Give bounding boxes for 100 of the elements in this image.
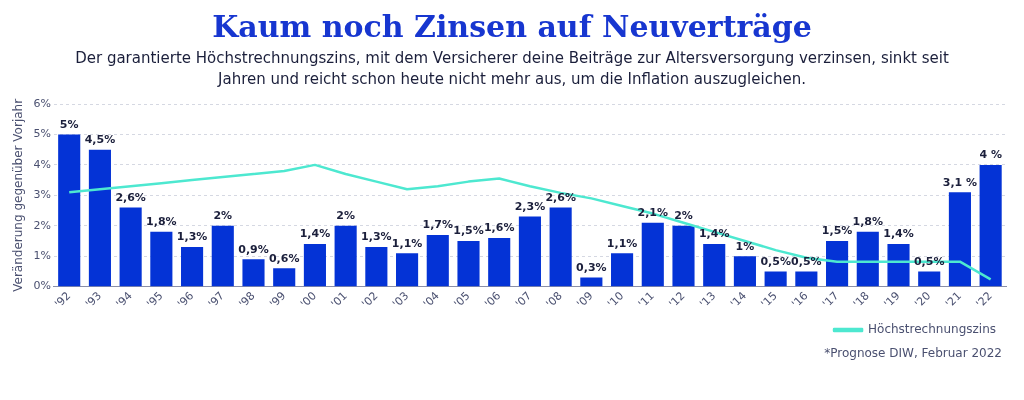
data-label: 1,8% bbox=[852, 215, 884, 229]
text: *Prognose DIW, Februar 2022 bbox=[823, 346, 1003, 360]
x-tick-label: '00 bbox=[297, 289, 320, 311]
bar bbox=[58, 134, 81, 287]
chart-title: Kaum noch Zinsen auf Neuverträge bbox=[211, 8, 813, 46]
bar bbox=[181, 247, 204, 287]
bar bbox=[979, 164, 1002, 287]
x-tick-label: '05 bbox=[451, 289, 473, 311]
x-tick-label: '11 bbox=[635, 289, 657, 311]
bar bbox=[733, 256, 756, 287]
bar bbox=[856, 231, 879, 287]
x-tick-label: '19 bbox=[881, 289, 903, 311]
y-tick-label: 4% bbox=[33, 157, 51, 171]
data-label: 4,5% bbox=[84, 133, 116, 147]
data-label: 1,5% bbox=[453, 224, 484, 238]
data-label: 3,1 % bbox=[942, 175, 978, 189]
data-label: 2,6% bbox=[115, 190, 146, 204]
bar bbox=[672, 225, 695, 287]
data-label: 1,3% bbox=[361, 230, 392, 244]
data-label: 1,6% bbox=[483, 221, 515, 235]
bar bbox=[273, 268, 296, 287]
x-tick-label: '07 bbox=[512, 289, 535, 311]
x-tick-label: '09 bbox=[574, 289, 596, 311]
x-tick-label: '15 bbox=[758, 289, 780, 311]
bar bbox=[150, 231, 173, 287]
bar bbox=[703, 244, 726, 287]
y-tick-label: 3% bbox=[33, 188, 51, 202]
data-label: 1,5% bbox=[821, 224, 853, 238]
bar bbox=[242, 259, 265, 287]
data-label: 0,6% bbox=[268, 251, 300, 265]
data-label: 0,3% bbox=[576, 260, 607, 274]
data-label: 4 % bbox=[979, 148, 1002, 162]
x-tick-label: '14 bbox=[727, 289, 750, 311]
y-tick-label: 2% bbox=[33, 218, 51, 232]
data-label: 1,1% bbox=[606, 236, 638, 250]
bar bbox=[396, 253, 419, 287]
x-tick-label: '98 bbox=[236, 289, 258, 311]
bar bbox=[948, 192, 971, 287]
data-label: 0,9% bbox=[238, 242, 269, 256]
x-tick-label: '16 bbox=[789, 289, 811, 311]
data-label: 1,7% bbox=[422, 218, 454, 232]
bar bbox=[518, 216, 541, 287]
legend-label: Höchstrechnungszins bbox=[868, 322, 997, 337]
bar bbox=[488, 237, 511, 287]
data-label: 1,4% bbox=[883, 227, 914, 241]
bar bbox=[334, 225, 357, 287]
data-label: 1,3% bbox=[176, 230, 208, 244]
data-label: 2% bbox=[674, 209, 693, 223]
bar bbox=[611, 253, 634, 287]
y-tick-label: 0% bbox=[33, 279, 51, 293]
data-label: 2,3% bbox=[514, 199, 546, 213]
bar bbox=[641, 222, 664, 287]
bar bbox=[365, 247, 388, 287]
y-axis-title: Veränderung gegenüber Vorjahr bbox=[11, 98, 26, 292]
x-tick-label: '96 bbox=[174, 289, 197, 311]
chart-subtitle: Der garantierte Höchstrechnungszins, mit dem Versicherer deine Beiträge zur Altersversorgung verzinsen, sinkt seit Jahren und reicht schon heute nicht mehr aus, um die Inflation auszugleichen. bbox=[74, 48, 950, 90]
data-label: 2% bbox=[336, 209, 355, 223]
x-tick-label: '12 bbox=[666, 289, 688, 311]
x-tick-label: '02 bbox=[359, 289, 381, 311]
x-tick-label: '22 bbox=[973, 289, 995, 311]
x-tick-label: '20 bbox=[912, 289, 934, 311]
bar bbox=[119, 207, 142, 287]
x-tick-label: '21 bbox=[942, 289, 965, 311]
bar bbox=[918, 271, 941, 287]
x-tick-label: '97 bbox=[205, 289, 227, 311]
x-tick-label: '99 bbox=[267, 289, 289, 311]
data-label: 1,8% bbox=[146, 215, 177, 229]
data-label: 5% bbox=[59, 117, 79, 131]
data-label: 1% bbox=[735, 239, 755, 253]
x-tick-label: '18 bbox=[850, 289, 872, 311]
x-tick-label: '01 bbox=[328, 289, 350, 311]
x-tick-label: '93 bbox=[82, 289, 105, 311]
x-tick-label: '92 bbox=[52, 289, 74, 311]
data-label: 2,6% bbox=[545, 190, 576, 204]
bar bbox=[580, 277, 603, 287]
x-tick-label: '06 bbox=[482, 289, 504, 311]
data-label: 1,1% bbox=[391, 236, 423, 250]
bar bbox=[826, 240, 849, 287]
data-label: 0,5% bbox=[791, 254, 822, 268]
x-tick-label: '13 bbox=[697, 289, 719, 311]
x-tick-label: '03 bbox=[389, 289, 412, 311]
y-tick-label: 6% bbox=[33, 96, 51, 110]
bar bbox=[88, 149, 111, 287]
data-label: 2% bbox=[213, 209, 233, 223]
data-label: 1,4% bbox=[299, 227, 331, 241]
bar bbox=[303, 244, 326, 287]
y-tick-label: 5% bbox=[33, 127, 51, 141]
x-tick-label: '17 bbox=[819, 289, 842, 311]
bar bbox=[549, 207, 572, 287]
bar bbox=[426, 234, 449, 287]
x-tick-label: '04 bbox=[420, 289, 442, 311]
bar bbox=[795, 271, 818, 287]
x-tick-label: '08 bbox=[543, 289, 565, 311]
x-tick-label: '10 bbox=[604, 289, 627, 311]
bar bbox=[887, 244, 910, 287]
bar bbox=[211, 225, 234, 287]
bar bbox=[764, 271, 787, 287]
data-label: 0,5% bbox=[760, 254, 791, 268]
x-tick-label: '94 bbox=[113, 289, 135, 311]
y-tick-label: 1% bbox=[33, 249, 51, 263]
